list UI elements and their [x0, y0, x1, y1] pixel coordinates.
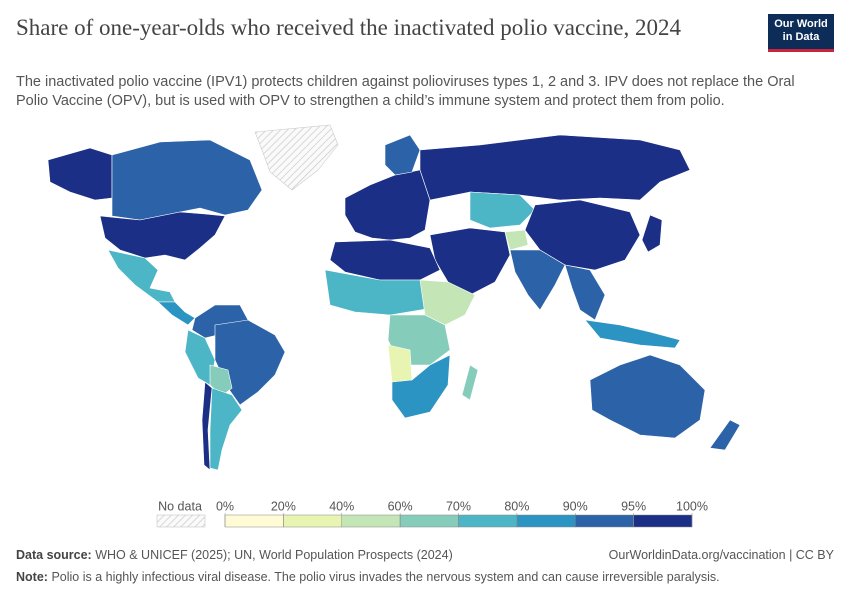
legend-tick-label: 70% — [446, 499, 471, 513]
legend-tick-label: 60% — [388, 499, 413, 513]
russia — [419, 134, 691, 201]
scandinavia — [384, 134, 421, 176]
source-text: WHO & UNICEF (2025); UN, World Populatio… — [95, 548, 453, 562]
legend-tick-label: 40% — [329, 499, 354, 513]
legend-bin — [516, 514, 576, 528]
kazakhstan-central-asia — [469, 191, 536, 229]
world-map: No data 0% 20% 40% 60% 70% 80% 90% 95% 100% — [47, 124, 741, 528]
logo[interactable]: Our World in Data — [768, 14, 834, 52]
japan — [641, 214, 663, 253]
legend-tick-label: 80% — [504, 499, 529, 513]
url[interactable]: OurWorldinData.org/vaccination | CC BY — [608, 548, 834, 562]
legend-bin — [458, 514, 518, 528]
alaska — [47, 147, 113, 201]
bolivia-paraguay — [209, 364, 233, 397]
madagascar — [461, 364, 479, 401]
legend-bin — [341, 514, 401, 528]
subtitle: The inactivated polio vaccine (IPV1) pro… — [16, 74, 795, 109]
argentina — [209, 387, 243, 471]
legend-tick-label: 95% — [621, 499, 646, 513]
legend-tick-label: 20% — [271, 499, 296, 513]
middle-east — [429, 227, 511, 296]
title: Share of one-year-olds who received the … — [16, 15, 682, 40]
countries — [47, 124, 741, 471]
legend-bin — [399, 514, 459, 528]
afghanistan — [504, 229, 529, 251]
india — [509, 249, 566, 311]
southern-africa — [391, 354, 451, 419]
logo-line: in Data — [782, 31, 820, 43]
angola — [387, 344, 413, 383]
europe — [344, 169, 431, 241]
note: Note: Polio is a highly infectious viral… — [16, 570, 720, 584]
canada — [111, 139, 263, 221]
mexico — [107, 249, 176, 303]
central-america — [157, 301, 196, 326]
legend-bin — [224, 514, 284, 528]
indonesia — [584, 319, 681, 349]
logo-line: Our World — [774, 18, 828, 30]
legend-tick-label: 100% — [676, 499, 708, 513]
southeast-asia — [564, 264, 606, 321]
china-mongolia — [524, 199, 641, 271]
usa — [99, 211, 226, 261]
note-text: Polio is a highly infectious viral disea… — [51, 570, 720, 584]
australia — [589, 354, 706, 439]
legend-tick-label: 90% — [563, 499, 588, 513]
legend-tick-label: 0% — [216, 499, 234, 513]
legend: No data 0% 20% 40% 60% 70% 80% 90% 95% 100% — [156, 499, 708, 528]
legend-bin — [633, 514, 693, 528]
legend-no-data-label: No data — [158, 499, 202, 513]
legend-bin — [283, 514, 342, 528]
new-zealand — [709, 419, 741, 451]
legend-bin — [575, 514, 634, 528]
greenland — [254, 124, 339, 191]
note-label: Note: — [16, 570, 48, 584]
legend-no-data-swatch — [156, 514, 206, 528]
chile — [201, 381, 213, 471]
source-label: Data source: — [16, 548, 92, 562]
source: Data source: WHO & UNICEF (2025); UN, Wo… — [16, 548, 453, 562]
